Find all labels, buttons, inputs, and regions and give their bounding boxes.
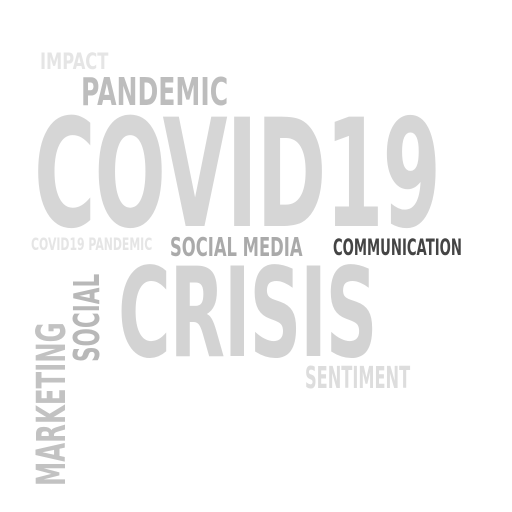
word-covid19-pandemic: COVID19 PANDEMIC — [31, 235, 153, 255]
word-social-media: SOCIAL MEDIA — [170, 233, 303, 263]
word-impact: IMPACT — [40, 50, 109, 75]
word-pandemic: PANDEMIC — [81, 70, 229, 114]
word-covid19: COVID19 — [34, 88, 441, 262]
word-communication: COMMUNICATION — [333, 236, 462, 261]
word-social: SOCIAL — [67, 273, 108, 362]
word-crisis: CRISIS — [118, 242, 377, 386]
word-sentiment: SENTIMENT — [305, 361, 411, 396]
word-marketing: MARKETING — [29, 322, 75, 486]
